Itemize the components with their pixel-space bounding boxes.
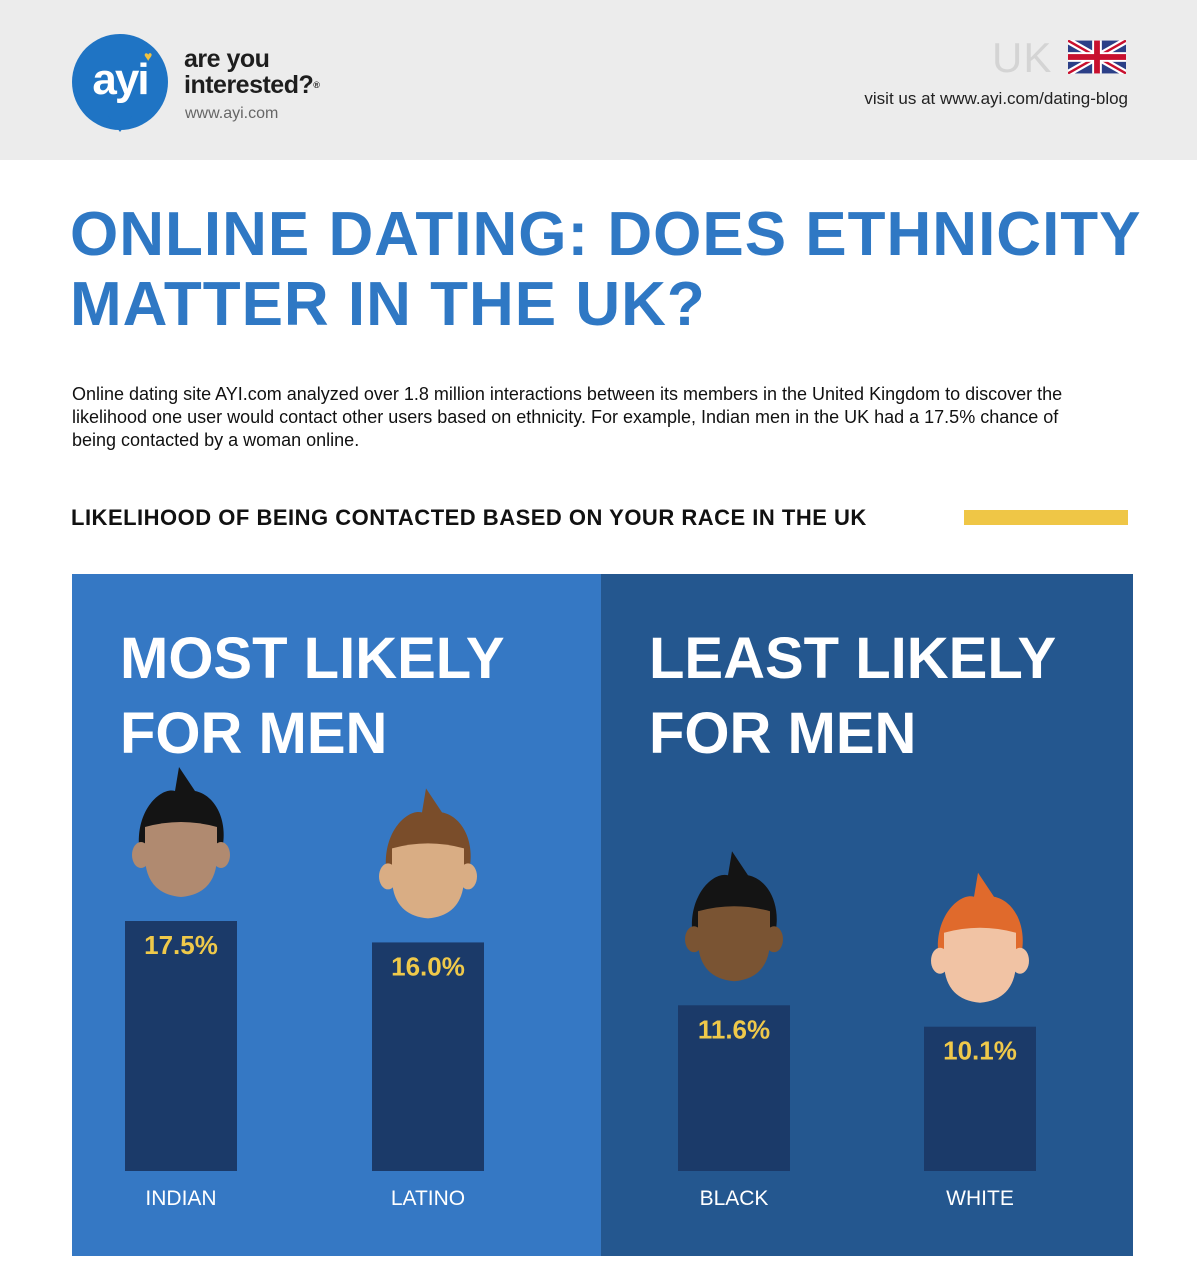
bar-black: [678, 1005, 790, 1171]
accent-bar: [964, 510, 1128, 525]
data-label: 10.1%: [943, 1036, 1017, 1066]
face-icon: [931, 872, 1029, 1003]
face-icon: [685, 851, 783, 982]
title-line-2: MATTER IN THE UK?: [70, 270, 706, 339]
heart-icon: ♥: [144, 48, 153, 64]
panel-title-line-1: LEAST LIKELY: [649, 626, 1056, 691]
data-label: 11.6%: [698, 1014, 770, 1044]
brand-tagline: are you interested?®: [184, 46, 384, 98]
panel-title-line-2: FOR MEN: [649, 701, 916, 766]
logo-bubble-tail: [108, 116, 132, 132]
country-label: UK: [992, 34, 1053, 81]
page-title: ONLINE DATING: DOES ETHNICITY MATTER IN …: [70, 200, 1150, 340]
chart-title: LIKELIHOOD OF BEING CONTACTED BASED ON Y…: [71, 505, 867, 530]
category-label: WHITE: [946, 1187, 1014, 1210]
data-label: 16.0%: [391, 951, 465, 981]
ayi-logo[interactable]: ayi: [72, 34, 168, 130]
panel-title-line-2: FOR MEN: [120, 701, 387, 766]
bar-indian: [125, 921, 237, 1171]
title-line-1: ONLINE DATING: DOES ETHNICITY: [70, 200, 1142, 269]
data-label: 17.5%: [144, 930, 218, 960]
visit-blog-link[interactable]: visit us at www.ayi.com/dating-blog: [864, 89, 1128, 108]
bar-white: [924, 1026, 1036, 1171]
registered-mark: ®: [313, 80, 320, 90]
category-label: INDIAN: [145, 1187, 216, 1210]
face-icon: [379, 788, 477, 919]
tagline-line-2: interested?®: [184, 71, 320, 99]
bar-latino: [372, 942, 484, 1171]
chart-canvas: MOST LIKELY FOR MEN 17.5% INDIAN 16.0% LATINO…: [72, 574, 1133, 1256]
category-label: BLACK: [700, 1187, 769, 1210]
panel-title-line-1: MOST LIKELY: [120, 626, 505, 691]
bar-chart: MOST LIKELY FOR MEN 17.5% INDIAN 16.0% LATINO…: [72, 574, 1133, 1256]
tagline-line-1: are you: [184, 45, 270, 73]
uk-flag-icon: [1068, 40, 1126, 74]
face-icon: [132, 767, 230, 897]
intro-paragraph: Online dating site AYI.com analyzed over…: [72, 384, 1063, 450]
header-banner: ayi ♥ are you interested?® www.ayi.com U…: [0, 0, 1197, 160]
site-url[interactable]: www.ayi.com: [185, 105, 279, 122]
category-label: LATINO: [391, 1187, 465, 1210]
